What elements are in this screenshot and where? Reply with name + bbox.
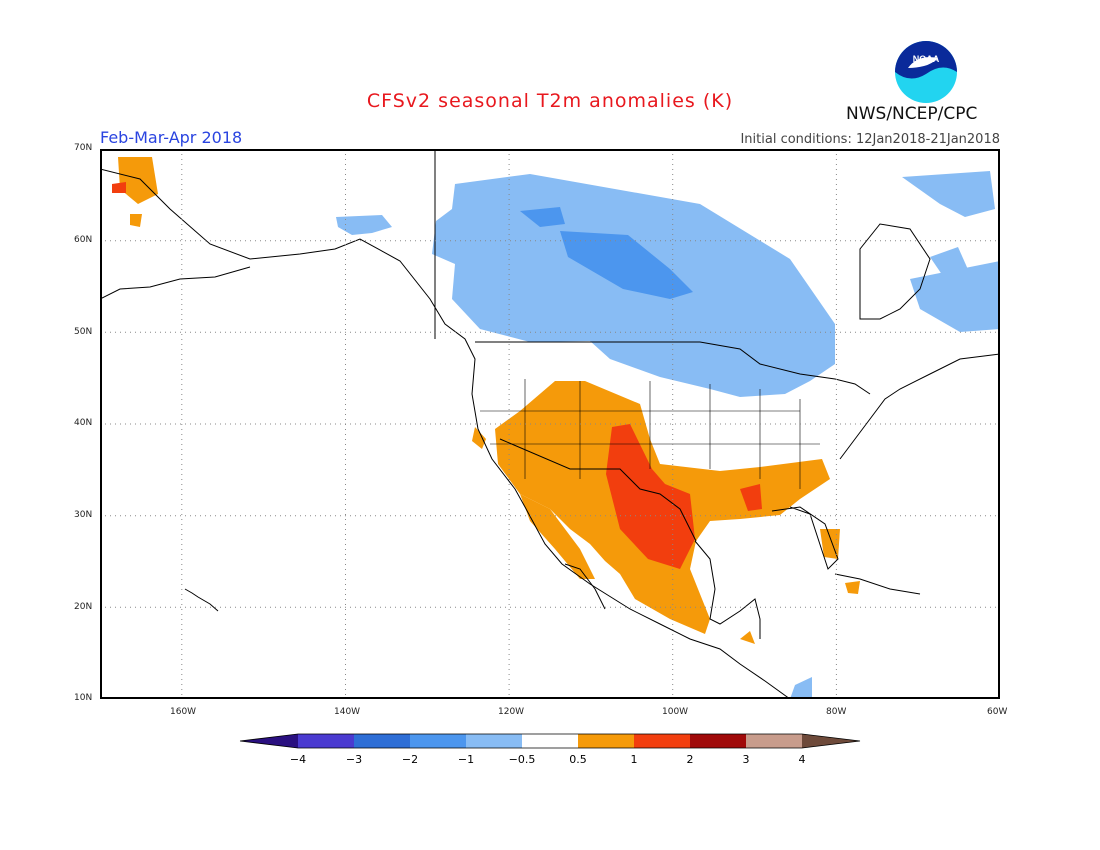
logo-text: NOAA	[913, 54, 940, 64]
state-borders	[480, 379, 820, 489]
lon-label-160w: 160W	[170, 707, 197, 717]
colorbar-tick: 4	[799, 753, 806, 766]
map-frame	[100, 149, 1000, 699]
colorbar-bin	[410, 734, 466, 748]
coastlines	[100, 149, 1000, 699]
colorbar-bin	[466, 734, 522, 748]
lat-label-10n: 10N	[74, 693, 93, 703]
colorbar-arrow-left	[240, 734, 298, 748]
colorbar: −4 −3 −2 −1 −0.5 0.5 1 2 3 4	[239, 733, 861, 766]
lat-label-30n: 30N	[74, 510, 93, 520]
lon-label-60w: 60W	[987, 707, 1008, 717]
lon-label-100w: 100W	[662, 707, 689, 717]
colorbar-tick: 3	[743, 753, 750, 766]
colorbar-bin	[354, 734, 410, 748]
lat-label-60n: 60N	[74, 235, 93, 245]
lat-label-50n: 50N	[74, 327, 93, 337]
colorbar-tick: 2	[687, 753, 694, 766]
colorbar-tick: −4	[290, 753, 306, 766]
colorbar-tick: −1	[458, 753, 474, 766]
lat-label-20n: 20N	[74, 602, 93, 612]
anomaly-map	[100, 149, 1000, 699]
colorbar-tick: 0.5	[569, 753, 587, 766]
noaa-logo: NOAA	[895, 41, 957, 103]
graticule	[100, 149, 1000, 699]
colorbar-tick: −0.5	[509, 753, 536, 766]
colorbar-arrow-right	[802, 734, 860, 748]
agency-label: NWS/NCEP/CPC	[846, 104, 978, 124]
forecast-period: Feb-Mar-Apr 2018	[100, 128, 243, 147]
lon-label-120w: 120W	[498, 707, 525, 717]
cold-anomaly-region	[336, 171, 1000, 699]
colorbar-tick: −3	[346, 753, 362, 766]
colorbar-bin	[746, 734, 802, 748]
lon-label-80w: 80W	[826, 707, 847, 717]
colorbar-bin	[298, 734, 354, 748]
colorbar-bin	[634, 734, 690, 748]
lat-label-40n: 40N	[74, 418, 93, 428]
colorbar-bin	[522, 734, 578, 748]
colorbar-bin	[690, 734, 746, 748]
lon-label-140w: 140W	[334, 707, 361, 717]
map-title: CFSv2 seasonal T2m anomalies (K)	[366, 90, 734, 112]
lat-label-70n: 70N	[74, 143, 93, 153]
colorbar-bin	[578, 734, 634, 748]
colorbar-tick: 1	[631, 753, 638, 766]
colorbar-tick: −2	[402, 753, 418, 766]
initial-conditions: Initial conditions: 12Jan2018-21Jan2018	[740, 132, 1000, 147]
